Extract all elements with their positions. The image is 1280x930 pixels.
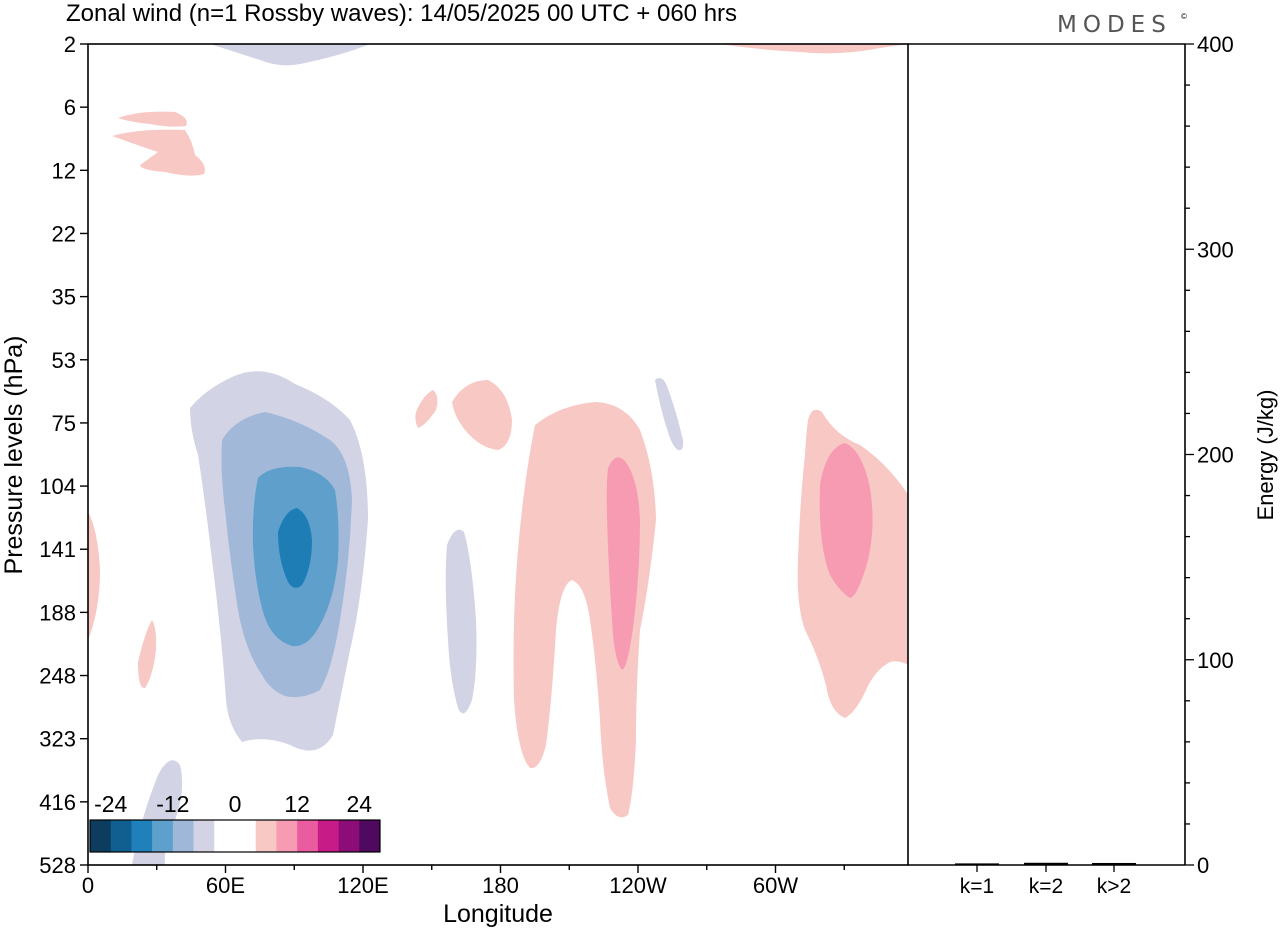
colorbar-swatch [317, 820, 339, 852]
contour-pos-upper-left-1 [118, 111, 187, 127]
x-tick-label: 0 [82, 873, 94, 898]
x-tick-label: 120E [337, 873, 388, 898]
energy-axis: 0 100 200 300 400 [1185, 32, 1234, 878]
contour-pos-upper-left-2 [112, 129, 205, 176]
energy-tick-label: 300 [1197, 237, 1234, 262]
colorbar-label: 0 [229, 791, 242, 817]
colorbar-swatch [214, 820, 236, 852]
energy-tick-label: 100 [1197, 648, 1234, 673]
y-tick-label: 2 [64, 32, 76, 57]
colorbar-frame [89, 819, 381, 853]
colorbar-swatch [276, 820, 298, 852]
energy-axis-label: Energy (J/kg) [1253, 390, 1278, 521]
contour-pos-blob-1 [415, 390, 438, 428]
y-tick-label: 104 [39, 474, 76, 499]
y-tick-label: 141 [39, 537, 76, 562]
x-tick-label: 60E [206, 873, 245, 898]
colorbar-swatch [131, 820, 153, 852]
y-tick-label: 248 [39, 664, 76, 689]
contour-pos-mag-center [606, 457, 640, 670]
energy-bars: k=1 k=2 k>2 [955, 862, 1136, 898]
colorbar: -24 -12 0 12 24 [89, 791, 381, 853]
contour-neg-lavender-mid [445, 529, 477, 714]
energy-bar [955, 863, 999, 865]
y-tick-label: 53 [52, 348, 76, 373]
colorbar-swatch [90, 820, 112, 852]
chart-title: Zonal wind (n=1 Rossby waves): 14/05/202… [66, 0, 737, 27]
x-axis-label: Longitude [443, 900, 553, 928]
y-axis-pressure: 2 6 12 22 35 53 75 104 141 188 248 323 416 528 [39, 32, 88, 878]
colorbar-label: -12 [156, 791, 189, 817]
contour-neg-blue-3 [278, 508, 312, 588]
x-tick-label: 180 [482, 873, 519, 898]
energy-tick-label: 200 [1197, 443, 1234, 468]
y-tick-label: 35 [52, 285, 76, 310]
energy-bar [1092, 862, 1136, 865]
colorbar-swatch [110, 820, 132, 852]
colorbar-swatch [152, 820, 174, 852]
contour-pos-blob-2 [452, 380, 512, 450]
contour-neg-lavender-small [655, 378, 684, 451]
y-tick-label: 12 [52, 158, 76, 183]
colorbar-swatch [193, 820, 215, 852]
x-tick-label: 120W [609, 873, 667, 898]
energy-tick-label: 400 [1197, 32, 1234, 57]
colorbar-swatch [338, 820, 360, 852]
y-tick-label: 528 [39, 853, 76, 878]
energy-category-label: k>2 [1097, 875, 1131, 898]
colorbar-swatch [359, 820, 381, 852]
contour-neg-lavender-top [210, 44, 370, 66]
x-tick-label: 60W [753, 873, 798, 898]
energy-category-label: k=1 [960, 875, 994, 898]
y-tick-label: 22 [52, 221, 76, 246]
colorbar-swatch [235, 820, 257, 852]
contour-pos-top-right [720, 44, 908, 54]
contour-pos-left-small [138, 620, 157, 689]
colorbar-swatch [172, 820, 194, 852]
energy-tick-label: 0 [1197, 853, 1209, 878]
y-tick-label: 6 [64, 95, 76, 120]
y-tick-label: 75 [52, 411, 76, 436]
plot-frame-left [87, 43, 909, 866]
colorbar-swatch [255, 820, 277, 852]
colorbar-label: -24 [94, 791, 127, 817]
contour-pos-left-edge [88, 512, 100, 640]
y-tick-label: 416 [39, 790, 76, 815]
modes-logo-mark: © [1181, 12, 1187, 21]
energy-category-label: k=2 [1029, 875, 1063, 898]
y-tick-label: 323 [39, 727, 76, 752]
x-axis-longitude: 0 60E 120E 180 120W 60W [82, 865, 845, 898]
energy-bar [1024, 862, 1068, 865]
contour-field [88, 44, 908, 865]
colorbar-label: 12 [284, 791, 310, 817]
y-tick-label: 188 [39, 600, 76, 625]
colorbar-swatch [297, 820, 319, 852]
modes-logo: MODES [1057, 12, 1172, 38]
colorbar-label: 24 [346, 791, 372, 817]
y-axis-label: Pressure levels (hPa) [0, 336, 28, 575]
contour-pos-mag-right [819, 443, 873, 598]
